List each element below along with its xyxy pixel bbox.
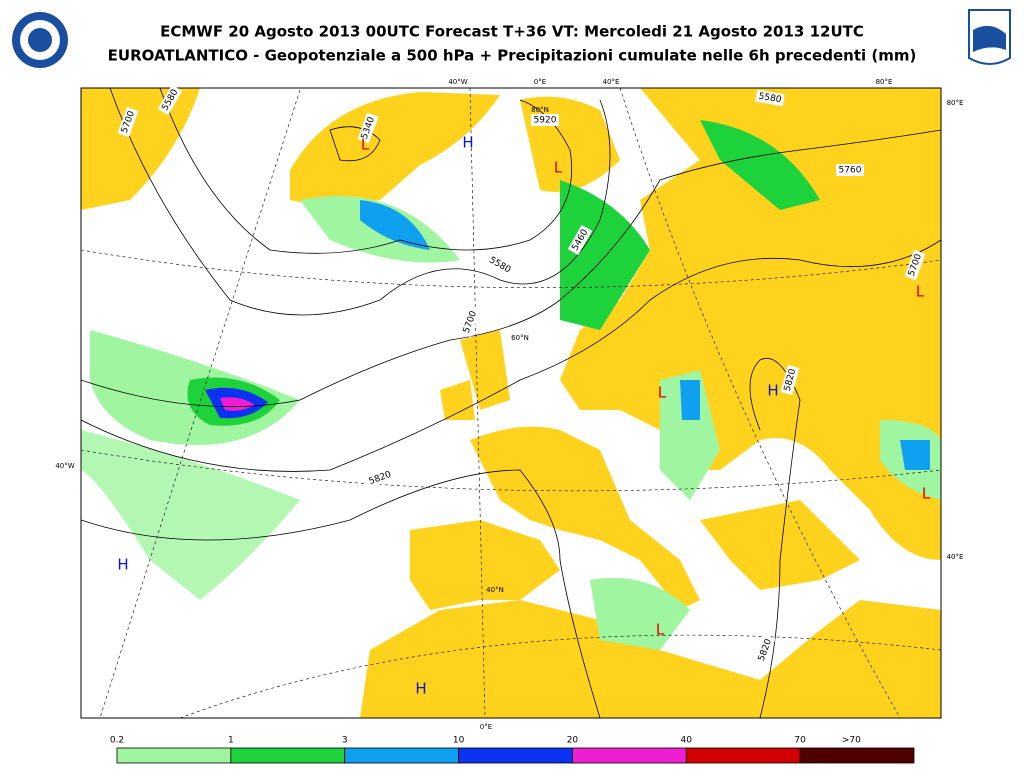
contour-label-bg: [904, 249, 926, 281]
legend-swatch: [685, 747, 801, 764]
legend-swatch: [799, 747, 915, 764]
grid-label: 80°E: [876, 78, 893, 86]
land: [81, 88, 941, 718]
logo-right: [968, 9, 1011, 65]
grid-label: 40°N: [486, 586, 504, 594]
legend-label: 0.2: [110, 736, 124, 746]
pressure-center: L: [916, 283, 925, 301]
contours: [81, 88, 941, 718]
contour-label-bg: [117, 106, 139, 138]
grid-label: 60°N: [511, 334, 529, 342]
legend-swatch: [344, 747, 459, 764]
legend-label: 70: [794, 736, 806, 746]
legend-swatch: [230, 747, 346, 764]
pressure-center: H: [462, 134, 473, 152]
legend-label: 40: [681, 736, 693, 746]
map: [80, 87, 942, 719]
legend-label: 10: [453, 736, 465, 746]
legend-swatch: [116, 747, 232, 764]
pressure-center: H: [415, 680, 426, 698]
contour-label-bg: [567, 224, 593, 256]
pressure-center: L: [361, 136, 370, 154]
contour-label: 5760: [839, 166, 862, 176]
graticule: [81, 88, 941, 718]
grid-label: 40°E: [603, 78, 620, 86]
title: ECMWF 20 Agosto 2013 00UTC Forecast T+36…: [160, 23, 864, 41]
pressure-center: L: [656, 621, 665, 639]
grid-label: 40°W: [55, 462, 74, 470]
pressure-center: L: [658, 384, 667, 402]
contour-label-bg: [484, 252, 516, 278]
contour-label-bg: [755, 89, 785, 107]
logo-left: [12, 12, 68, 68]
legend: 0.2 1 3 10 20 40 70 >70: [110, 736, 915, 764]
contour-label-bg: [157, 84, 183, 116]
contour-label: 5580: [758, 92, 783, 106]
subtitle: EUROATLANTICO - Geopotenziale a 500 hPa …: [108, 47, 917, 65]
legend-label: 1: [228, 736, 234, 746]
contour-label: 5920: [534, 116, 557, 126]
legend-swatch: [572, 747, 687, 764]
legend-label: >70: [842, 736, 861, 746]
contour-label-bg: [357, 112, 379, 144]
pressure-center: H: [767, 382, 778, 400]
precipitation: [81, 120, 941, 650]
contour-label-bg: [780, 364, 800, 396]
grid-label: 40°W: [448, 78, 467, 86]
contour-label-bg: [754, 634, 776, 666]
pressure-center: L: [554, 159, 563, 177]
contour-label-bg: [459, 306, 481, 338]
pressure-center: L: [922, 485, 931, 503]
contour-label-bg: [836, 164, 864, 176]
contour-label-bg: [364, 467, 396, 489]
grid-label: 80°N: [531, 106, 549, 114]
contour-label-bg: [531, 114, 559, 126]
grid-label: 40°E: [947, 553, 964, 561]
grid-label: 80°E: [947, 99, 964, 107]
grid-label: 0°E: [480, 723, 492, 731]
legend-swatch: [458, 747, 573, 764]
legend-label: 20: [567, 736, 579, 746]
grid-label: 0°E: [534, 78, 546, 86]
legend-label: 3: [342, 736, 348, 746]
pressure-center: H: [117, 556, 128, 574]
